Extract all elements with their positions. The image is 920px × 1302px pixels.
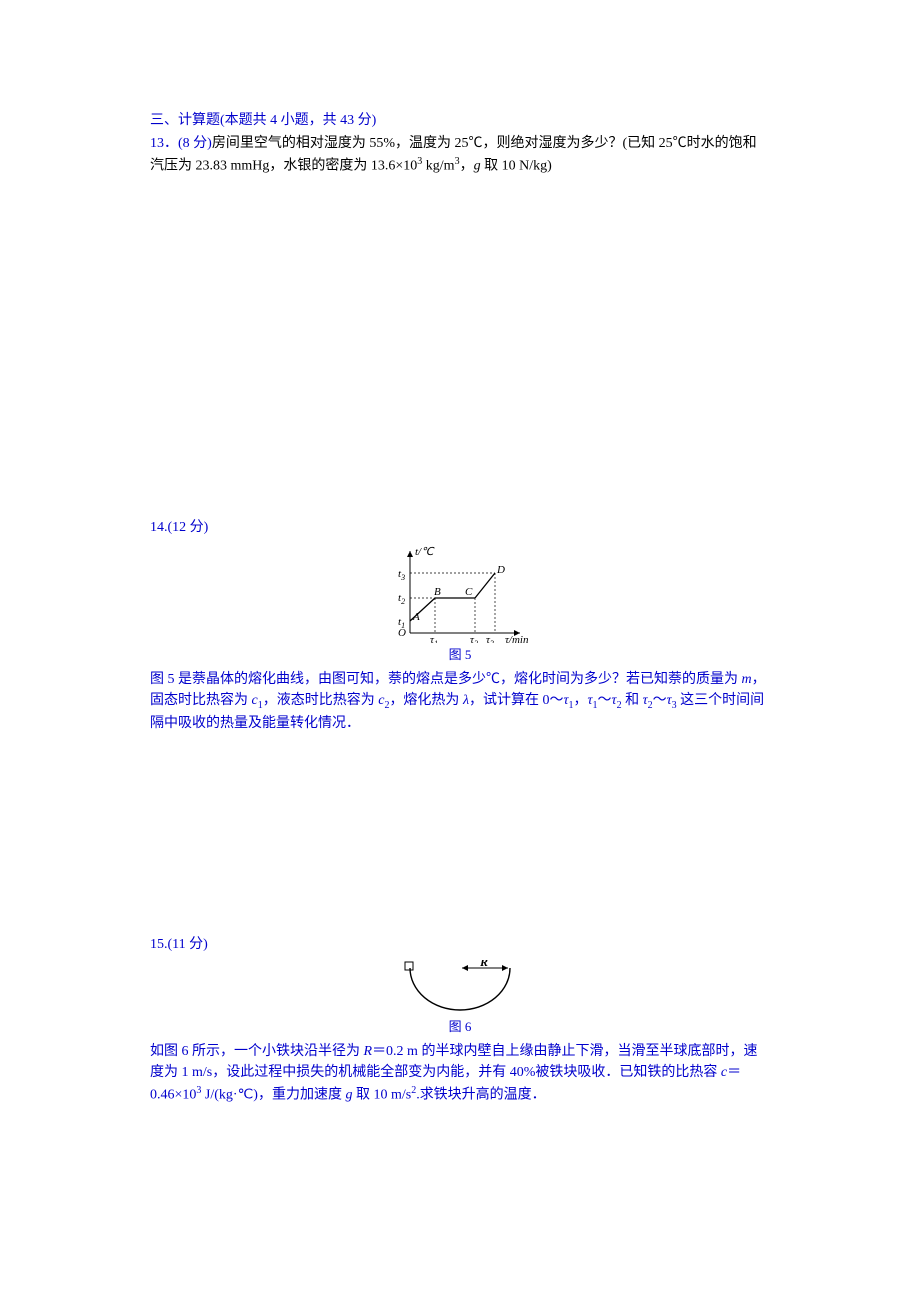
q15-label: 15.(11 分) — [150, 934, 770, 955]
q13-label: 13．(8 分) — [150, 136, 212, 151]
svg-text:τ2: τ2 — [470, 634, 478, 643]
figure-5: t/℃ τ/min O t1 t2 t3 τ1 τ2 τ3 A B C D 图 … — [150, 543, 770, 665]
q13-text2: kg/m — [422, 159, 454, 174]
question-15-text: 如图 6 所示，一个小铁块沿半径为 R＝0.2 m 的半球内壁自上缘由静止下滑，… — [150, 1041, 770, 1106]
q13-text3: ， — [460, 159, 474, 174]
q14-pre: 图 5 是萘晶体的熔化曲线，由图可知，萘的熔点是多少℃，熔化时间为多少？若已知萘… — [150, 672, 742, 687]
q14-t8: 和 — [622, 693, 643, 708]
q15-pre: 如图 6 所示，一个小铁块沿半径为 — [150, 1044, 364, 1059]
q14-t5: ，试计算在 0～ — [469, 693, 564, 708]
q15-mid: J/(kg·℃)，重力加速度 — [201, 1088, 345, 1103]
svg-text:t/℃: t/℃ — [415, 546, 435, 558]
q14-t9: ～ — [653, 693, 667, 708]
q15-R: R — [364, 1044, 373, 1059]
melting-curve-svg: t/℃ τ/min O t1 t2 t3 τ1 τ2 τ3 A B C D — [385, 543, 535, 643]
q14-label: 14.(12 分) — [150, 517, 770, 538]
q14-t3: ，液态时比热容为 — [263, 693, 379, 708]
q13-g: g — [474, 159, 481, 174]
svg-text:A: A — [412, 611, 420, 623]
figure-5-caption: 图 5 — [449, 645, 472, 665]
svg-text:τ/min: τ/min — [505, 634, 529, 643]
figure-6-caption: 图 6 — [449, 1017, 472, 1037]
question-14-text: 图 5 是萘晶体的熔化曲线，由图可知，萘的熔点是多少℃，熔化时间为多少？若已知萘… — [150, 669, 770, 734]
q13-text4: 取 10 N/kg) — [481, 159, 552, 174]
svg-text:D: D — [496, 564, 505, 576]
svg-text:t3: t3 — [398, 568, 405, 582]
svg-text:B: B — [434, 586, 441, 598]
q15-req: .求铁块升高的温度． — [416, 1088, 546, 1103]
q14-t7: ～ — [598, 693, 612, 708]
q14-t6: ， — [574, 693, 588, 708]
hemisphere-svg: R — [380, 960, 540, 1015]
q15-end: 取 10 m/s — [352, 1088, 411, 1103]
figure-6: R 图 6 — [150, 960, 770, 1037]
q14-m: m — [742, 672, 752, 687]
svg-text:R: R — [479, 960, 488, 969]
svg-text:t2: t2 — [398, 592, 405, 606]
svg-text:τ1: τ1 — [430, 634, 438, 643]
svg-text:C: C — [465, 586, 473, 598]
question-13: 13．(8 分)房间里空气的相对湿度为 55%，温度为 25℃，则绝对湿度为多少… — [150, 133, 770, 177]
q14-t4: ，熔化热为 — [389, 693, 463, 708]
section-title: 三、计算题(本题共 4 小题，共 43 分) — [150, 110, 770, 131]
svg-text:τ3: τ3 — [486, 634, 494, 643]
svg-text:t1: t1 — [398, 616, 405, 630]
